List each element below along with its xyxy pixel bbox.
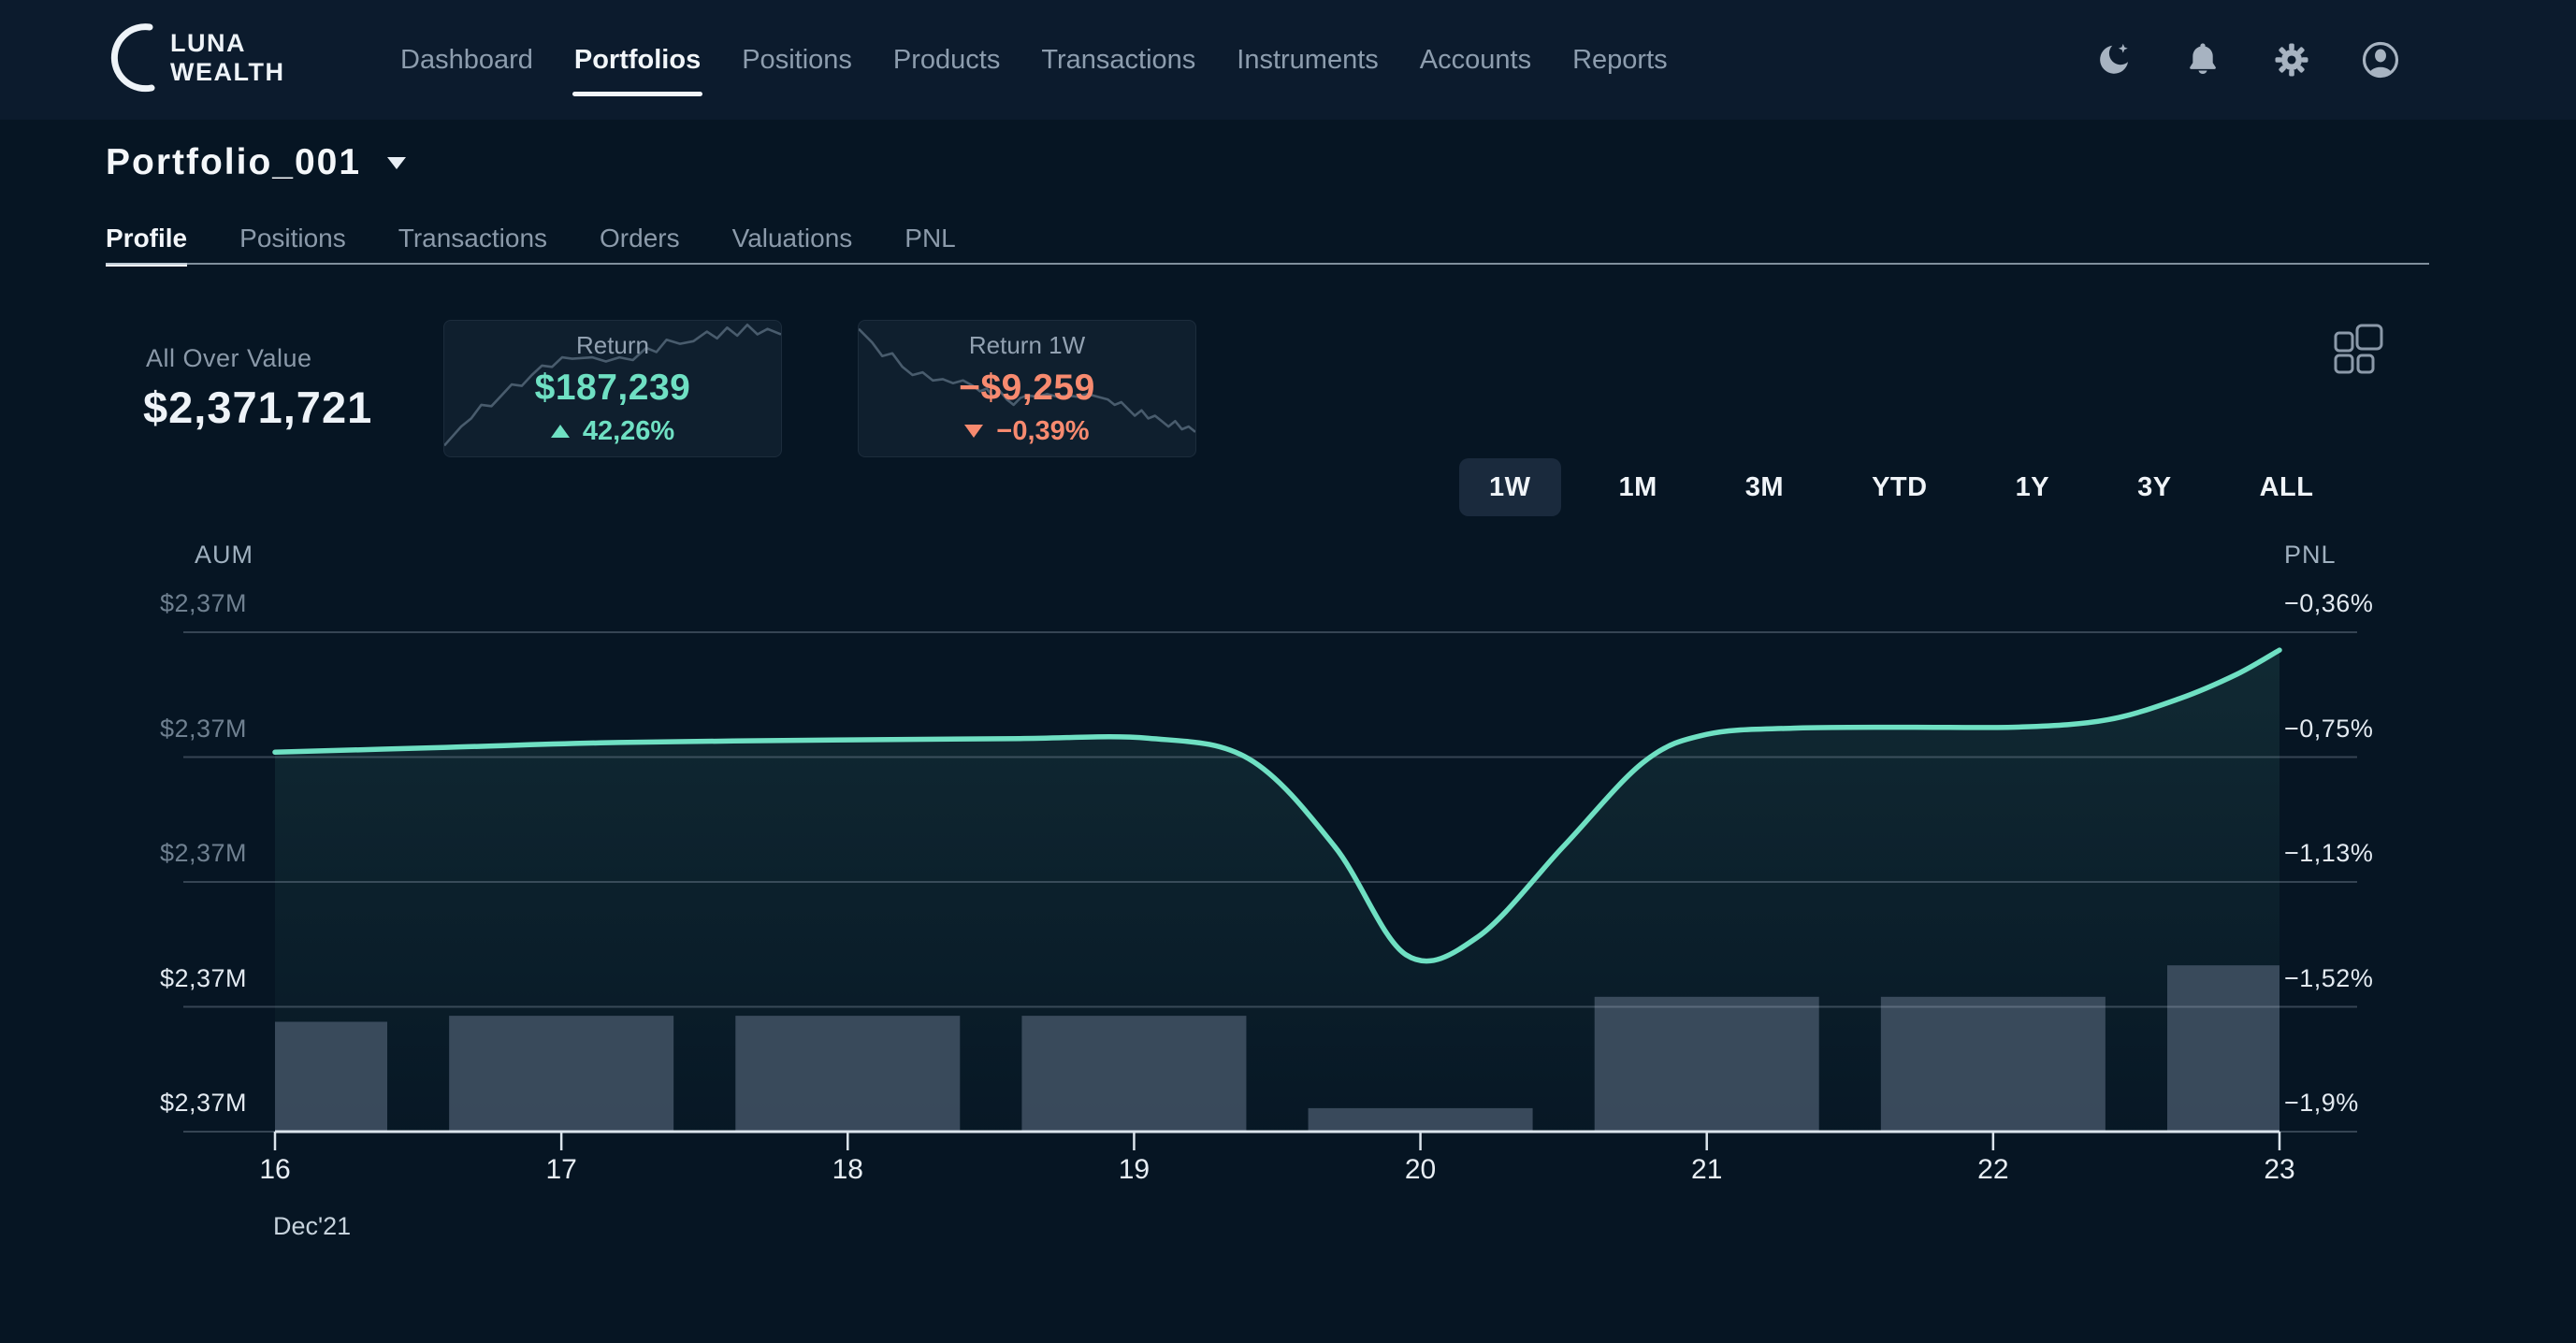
right-axis-tick-2: −1,13% (2284, 839, 2374, 867)
left-axis-tick-1: $2,37M (159, 714, 247, 743)
return-1w-sparkline (859, 327, 1195, 433)
bar-day-20 (1308, 1107, 1533, 1132)
bar-day-19 (1021, 1016, 1247, 1132)
nav-item-portfolios[interactable]: Portfolios (572, 0, 703, 120)
x-axis-tick-19: 19 (1118, 1154, 1151, 1185)
bar-series (275, 965, 2279, 1132)
right-axis-tick-4: −1,9% (2284, 1089, 2359, 1117)
bar-day-17 (449, 1016, 674, 1132)
header-icons (2094, 0, 2400, 120)
return-1w-value: −$9,259 (959, 367, 1095, 408)
return-card: Return $187,239 42,26% (443, 320, 782, 457)
all-over-value: $2,371,721 (143, 383, 373, 432)
portfolio-tabs: Profile Positions Transactions Orders Valuat… (106, 211, 956, 267)
arrow-down-icon (964, 425, 984, 438)
range-button-1m[interactable]: 1M (1589, 458, 1687, 516)
tab-transactions[interactable]: Transactions (398, 224, 548, 253)
range-button-all[interactable]: ALL (2230, 458, 2344, 516)
range-button-1y[interactable]: 1Y (1986, 458, 2079, 516)
x-axis-tick-18: 18 (832, 1154, 863, 1185)
bar-day-18 (735, 1016, 961, 1132)
return-sparkline (444, 324, 781, 447)
right-axis-tick-1: −0,75% (2284, 714, 2374, 743)
left-axis-tick-0: $2,37M (159, 589, 247, 617)
tab-positions[interactable]: Positions (239, 224, 346, 253)
nav-item-positions[interactable]: Positions (742, 44, 852, 75)
range-button-3y[interactable]: 3Y (2107, 458, 2201, 516)
x-axis-tick-17: 17 (545, 1154, 577, 1185)
main-nav: Dashboard Portfolios Positions Products Tran… (400, 0, 1668, 120)
brand-line2: WEALTH (170, 58, 285, 86)
dashboard-layout-icon[interactable] (2333, 324, 2383, 374)
range-button-1w[interactable]: 1W (1459, 458, 1561, 516)
right-axis-tick-0: −0,36% (2284, 589, 2374, 617)
chevron-down-icon (387, 156, 407, 169)
tab-active-underline (106, 263, 188, 267)
return-label: Return (575, 330, 650, 359)
aum-area-fill (275, 650, 2279, 1132)
return-value: $187,239 (534, 367, 691, 408)
gridlines (183, 631, 2357, 1133)
bell-icon[interactable] (2183, 40, 2222, 79)
bar-day-21 (1594, 996, 1819, 1132)
return-1w-label: Return 1W (968, 330, 1086, 359)
x-axis-tick-22: 22 (1977, 1154, 2009, 1185)
brand-line1: LUNA (170, 29, 246, 57)
range-button-ytd[interactable]: YTD (1842, 458, 1958, 516)
bar-day-22 (1880, 996, 2106, 1132)
nav-item-instruments[interactable]: Instruments (1237, 44, 1379, 75)
arrow-up-icon (550, 425, 570, 438)
left-axis-tick-2: $2,37M (159, 839, 247, 867)
nav-item-accounts[interactable]: Accounts (1419, 44, 1532, 75)
tab-orders[interactable]: Orders (600, 224, 680, 253)
time-range-selector: 1W 1M 3M YTD 1Y 3Y ALL (1459, 458, 2343, 516)
tabs-divider (106, 263, 2429, 265)
portfolio-title-dropdown[interactable]: Portfolio_001 (106, 142, 407, 183)
gear-icon[interactable] (2272, 40, 2311, 79)
tab-valuations[interactable]: Valuations (731, 224, 853, 253)
pnl-line (272, 647, 2282, 964)
portfolio-title: Portfolio_001 (106, 142, 362, 182)
nav-item-reports[interactable]: Reports (1572, 44, 1668, 75)
tab-pnl[interactable]: PNL (904, 224, 956, 253)
period-label: Dec'21 (273, 1212, 352, 1240)
x-axis (273, 1130, 2281, 1150)
top-nav-bar: LUNA WEALTH Dashboard Portfolios Positions… (0, 0, 2576, 120)
left-axis-tick-3: $2,37M (159, 963, 247, 992)
x-axis-tick-23: 23 (2264, 1154, 2295, 1185)
x-axis-tick-21: 21 (1691, 1154, 1723, 1185)
all-over-value-label: All Over Value (146, 344, 312, 372)
moon-icon[interactable] (2094, 40, 2134, 79)
nav-item-products[interactable]: Products (892, 44, 1001, 75)
right-axis-tick-3: −1,52% (2284, 963, 2374, 992)
nav-active-underline (572, 92, 703, 96)
return-1w-change: −0,39% (996, 415, 1090, 446)
brand-logo[interactable]: LUNA WEALTH (107, 21, 284, 95)
x-axis-tick-16: 16 (259, 1154, 291, 1185)
left-axis-title: AUM (195, 541, 253, 569)
return-change: 42,26% (582, 415, 675, 446)
left-axis-tick-4: $2,37M (159, 1089, 247, 1117)
x-axis-tick-20: 20 (1404, 1154, 1437, 1185)
return-1w-card: Return 1W −$9,259 −0,39% (858, 320, 1196, 457)
nav-item-dashboard[interactable]: Dashboard (400, 44, 533, 75)
avatar-icon[interactable] (2361, 40, 2400, 79)
range-button-3m[interactable]: 3M (1715, 458, 1814, 516)
crescent-logo-icon (110, 23, 155, 93)
nav-item-transactions[interactable]: Transactions (1041, 44, 1196, 75)
tab-profile[interactable]: Profile (106, 211, 188, 267)
right-axis-title: PNL (2284, 541, 2337, 569)
